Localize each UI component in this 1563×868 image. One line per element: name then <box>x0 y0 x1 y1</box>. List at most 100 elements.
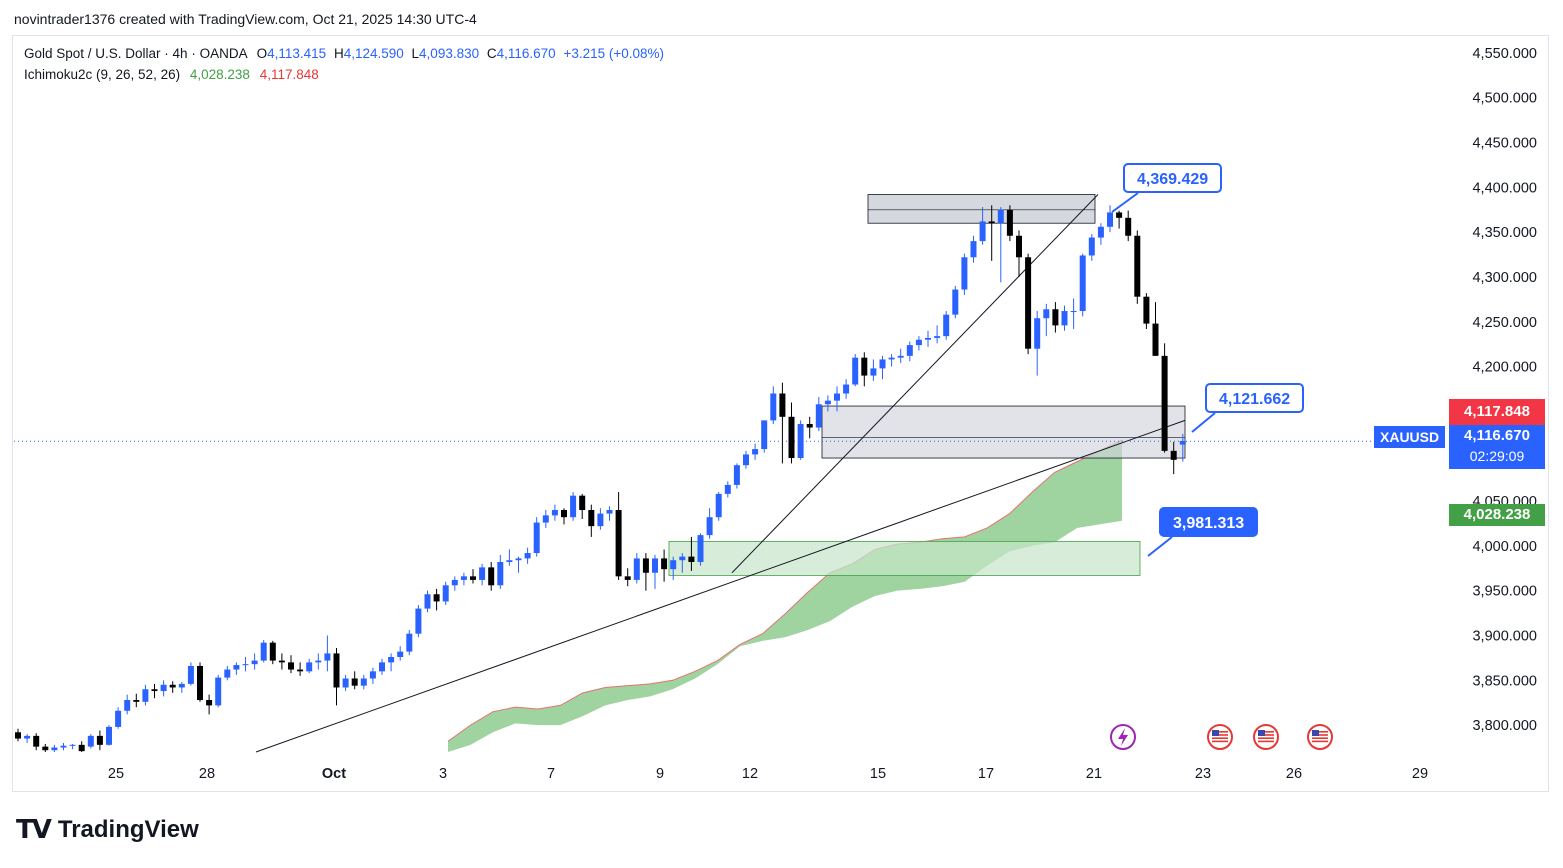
candle-body <box>597 513 604 527</box>
candle <box>815 397 822 432</box>
x-tick-label: 23 <box>1195 766 1211 782</box>
candle-body <box>579 495 586 511</box>
indicator-value-1: 4,028.238 <box>189 67 250 82</box>
candle-body <box>1025 257 1032 349</box>
candle-body <box>60 745 67 748</box>
callout-mid-price[interactable]: 4,121.662 <box>1205 383 1305 413</box>
candle <box>78 741 85 752</box>
candle <box>369 667 376 684</box>
candle <box>351 671 358 690</box>
candle <box>1052 302 1059 333</box>
callout-low-price[interactable]: 3,981.313 <box>1159 507 1259 537</box>
candle-body <box>979 221 986 242</box>
candle-body <box>1161 355 1168 451</box>
candle-body <box>442 585 449 602</box>
candle-body <box>160 684 167 692</box>
symbol-tag: XAUUSD <box>1374 426 1446 448</box>
candle-body <box>288 662 294 670</box>
candle <box>1143 293 1150 329</box>
candle <box>843 379 850 399</box>
x-tick-label: 9 <box>656 766 664 782</box>
candle-body <box>515 558 522 561</box>
flag-stripe <box>1312 737 1328 739</box>
candle <box>360 674 367 690</box>
candle-body <box>542 515 549 523</box>
candle <box>1034 311 1041 376</box>
y-tick-label: 3,950.000 <box>1472 584 1537 600</box>
candle-body <box>233 665 240 670</box>
candle-body <box>815 404 822 428</box>
candle-body <box>1170 450 1177 460</box>
candle-body <box>888 357 895 360</box>
candle <box>178 682 185 693</box>
candle <box>1134 230 1141 304</box>
candle <box>861 352 868 387</box>
legend-symbol[interactable]: Gold Spot / U.S. Dollar · 4h · OANDA <box>24 46 247 61</box>
candle-body <box>479 567 486 580</box>
candle-body <box>1116 212 1123 218</box>
lightning-icon <box>1118 728 1128 746</box>
x-tick-label: 25 <box>108 766 124 782</box>
candle <box>597 508 604 530</box>
candle <box>752 443 759 460</box>
flag-stripe <box>1212 737 1228 739</box>
candle-body <box>324 653 331 661</box>
candle <box>124 694 131 715</box>
candle-body <box>15 732 21 739</box>
candle <box>906 341 913 362</box>
candle-body <box>415 608 422 634</box>
candle <box>542 510 549 528</box>
candle-body <box>870 368 877 376</box>
candle-body <box>1152 323 1159 356</box>
candle-body <box>806 423 813 428</box>
candle <box>579 493 586 519</box>
candle-body <box>906 345 913 356</box>
candle-body <box>1179 441 1186 445</box>
flag-stripe <box>1258 734 1274 736</box>
callout-top-price[interactable]: 4,369.429 <box>1123 163 1223 193</box>
candle-body <box>388 656 395 663</box>
candle-body <box>1097 226 1104 238</box>
candle-body <box>460 576 467 580</box>
candle-body <box>679 556 686 561</box>
y-tick-label: 4,400.000 <box>1472 180 1537 196</box>
candle <box>606 506 613 521</box>
tradingview-logo[interactable]: TV TradingView <box>16 815 199 845</box>
candle-body <box>961 257 968 290</box>
candle-body <box>24 735 31 739</box>
candle-body <box>561 510 567 518</box>
candle-body <box>406 633 413 652</box>
candle <box>642 553 649 591</box>
candle <box>315 653 322 670</box>
candle <box>460 572 467 586</box>
candle-body <box>770 393 777 421</box>
steep-trendline <box>731 194 1099 574</box>
legend-indicator: Ichimoku2c (9, 26, 52, 26) 4,028.238 4,1… <box>24 67 319 82</box>
bar-countdown: 02:29:09 <box>1469 448 1525 464</box>
cloud-area <box>448 440 1122 752</box>
legend-change: +3.215 (+0.08%) <box>563 46 665 61</box>
candle-body <box>743 454 749 466</box>
candle <box>970 235 977 263</box>
candle <box>733 463 740 489</box>
candle-body <box>278 660 285 663</box>
candle-body <box>1016 235 1022 258</box>
x-tick-label: 17 <box>978 766 994 782</box>
candle-body <box>997 209 1004 224</box>
y-tick-label: 3,850.000 <box>1472 673 1537 689</box>
candle-body <box>943 314 950 337</box>
candle-body <box>925 337 931 340</box>
legend-low: 4,093.830 <box>419 46 480 61</box>
candle-body <box>1125 217 1132 236</box>
candle-body <box>333 653 340 688</box>
candle-body <box>670 560 677 570</box>
tradingview-logo-text: TradingView <box>57 816 199 843</box>
indicator-name[interactable]: Ichimoku2c (9, 26, 52, 26) <box>24 67 181 82</box>
candle <box>952 285 959 319</box>
candle <box>1107 205 1113 233</box>
candle <box>997 207 1004 283</box>
candle-body <box>51 747 58 751</box>
candle-body <box>588 510 595 527</box>
earnings-event-icon <box>1110 724 1136 750</box>
